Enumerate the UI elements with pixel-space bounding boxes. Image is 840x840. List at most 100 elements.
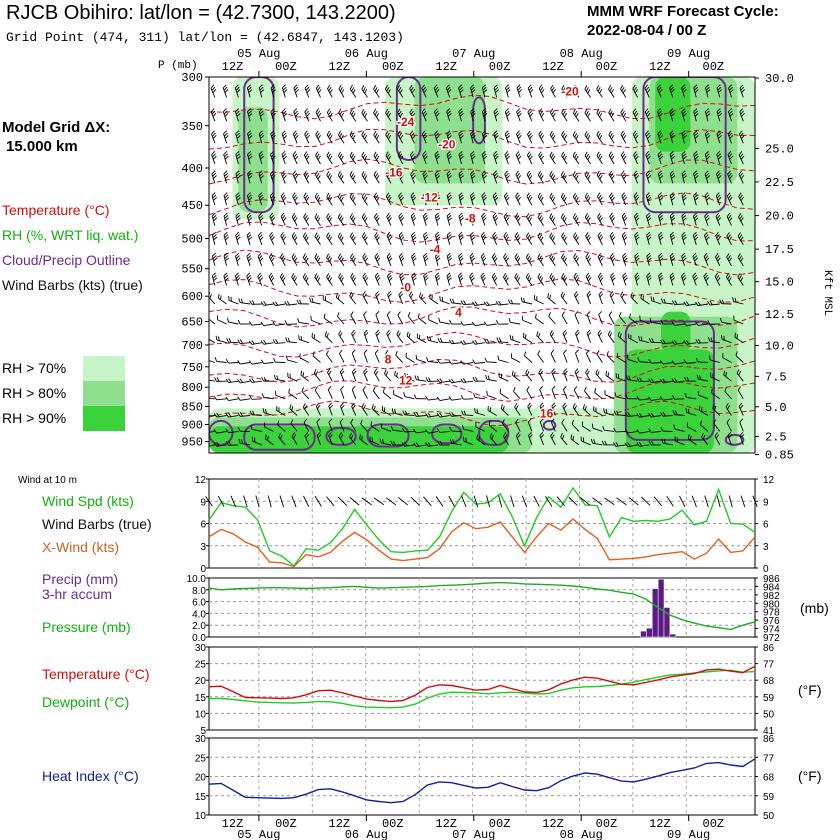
wind-barb	[449, 438, 462, 446]
wind-barb-staff	[528, 435, 533, 446]
wind-barb-flag	[412, 257, 417, 262]
wind-barb	[436, 412, 450, 418]
wind-barb	[260, 301, 274, 306]
wind-barb-flag	[423, 194, 428, 199]
wind-barb-flag	[550, 108, 554, 113]
wind-barb-flag	[427, 442, 431, 447]
wind-barb-staff	[246, 195, 251, 206]
wind-barb-staff	[265, 438, 274, 446]
wind-barb-flag	[527, 234, 531, 239]
wind-barb-flag	[538, 84, 543, 89]
wind-barb-flag	[483, 196, 487, 201]
wind-barb-flag	[448, 197, 453, 201]
wind-barb-flag	[386, 110, 390, 116]
wind-barb-flag	[609, 231, 614, 236]
wind-barb-flag	[447, 153, 452, 158]
wind-barb	[379, 438, 392, 446]
wind-barb	[225, 378, 239, 384]
wind-barb	[470, 170, 476, 184]
wind-barb-flag	[402, 410, 405, 415]
wind-barb-flag	[329, 217, 332, 222]
wind-barb	[304, 108, 310, 122]
wind-barb-flag	[505, 110, 510, 115]
wind-barb	[609, 212, 615, 226]
wind-barb-staff	[584, 390, 591, 400]
wind-barb	[362, 253, 368, 267]
wind-barb-flag	[260, 135, 265, 139]
wind-barb-flag	[537, 332, 541, 338]
wind-barb	[302, 232, 310, 246]
wind-barb-flag	[423, 255, 428, 259]
wind-barb	[409, 108, 416, 122]
top-axis-day-label: 06 Aug	[345, 47, 388, 61]
wind-barb-flag	[385, 130, 389, 136]
wind-barb	[223, 130, 229, 144]
wind-barb	[213, 412, 227, 418]
wind-barb-flag	[550, 194, 554, 200]
wind-barb-flag	[436, 413, 441, 418]
wind-barb-staff	[338, 88, 345, 98]
wind-barb-flag	[429, 336, 432, 341]
wind-barb-staff	[604, 412, 615, 416]
wind-barb	[373, 151, 380, 165]
wind-barb	[209, 415, 215, 417]
wind-barb-staff	[228, 341, 239, 344]
wind-barb	[436, 428, 450, 433]
wind-barb-flag	[435, 231, 440, 236]
wind-barb-flag	[605, 408, 608, 414]
wind-barb-flag	[260, 359, 265, 364]
wind-barb-flag	[212, 272, 216, 277]
wind-barb	[238, 438, 251, 446]
wind-barb-flag	[212, 215, 217, 219]
wind-barb-flag	[419, 334, 421, 340]
wind-barb-flag	[317, 277, 321, 282]
wind-barb	[407, 311, 415, 325]
wind-barb-flag	[261, 376, 265, 382]
rh-region-90	[625, 349, 714, 453]
wind-barb	[436, 378, 450, 384]
wind-barb-flag	[517, 132, 521, 137]
wind-barb-staff	[503, 195, 509, 206]
wind-barb	[223, 231, 229, 245]
wind-barb-flag	[337, 312, 340, 317]
wind-barb-flag	[211, 212, 216, 217]
wind-barb-flag	[463, 410, 467, 416]
wind-barb-flag	[572, 108, 576, 114]
wind-barb	[326, 273, 333, 286]
wind-barb-flag	[285, 355, 288, 361]
wind-barb-flag	[375, 291, 379, 296]
wind-barb	[327, 385, 333, 399]
wind-barb-staff	[574, 314, 580, 325]
wind-barb-flag	[551, 132, 555, 138]
wind-barb-staff	[287, 359, 298, 363]
wind-barb	[596, 85, 603, 98]
wind-barb	[495, 320, 509, 325]
wind-barb	[291, 232, 298, 246]
wind-barb-staff	[246, 235, 251, 245]
wind-barb-flag	[388, 257, 393, 262]
precip-panel-frame	[208, 577, 756, 638]
wind-barb-flag	[446, 151, 451, 155]
wind-barb-flag	[326, 108, 331, 113]
wind-barb	[491, 272, 498, 286]
wind-barb-staff	[416, 430, 427, 434]
wind-barb-staff	[337, 196, 345, 206]
wind-barb-flag	[295, 89, 299, 93]
wind-barb	[521, 315, 533, 325]
wind-barb-flag	[212, 231, 216, 236]
kft-tick-label: 7.5	[765, 370, 787, 384]
wind-barb-flag	[471, 89, 476, 93]
wind-barb-flag	[507, 299, 511, 304]
wind-barb-staff	[487, 410, 497, 416]
wind-barb-flag	[414, 375, 417, 380]
wind-barb	[504, 151, 510, 165]
wind-barb	[458, 231, 464, 245]
wind-barb-staff	[300, 374, 310, 382]
wind-barb	[225, 428, 239, 434]
wind-barb-flag	[382, 439, 385, 444]
wind-barb-flag	[449, 319, 452, 325]
wind-barb-flag	[212, 89, 217, 94]
wind-barb-flag	[352, 332, 356, 337]
wind-barb-flag	[293, 153, 298, 158]
wind-barb-flag	[338, 84, 342, 90]
